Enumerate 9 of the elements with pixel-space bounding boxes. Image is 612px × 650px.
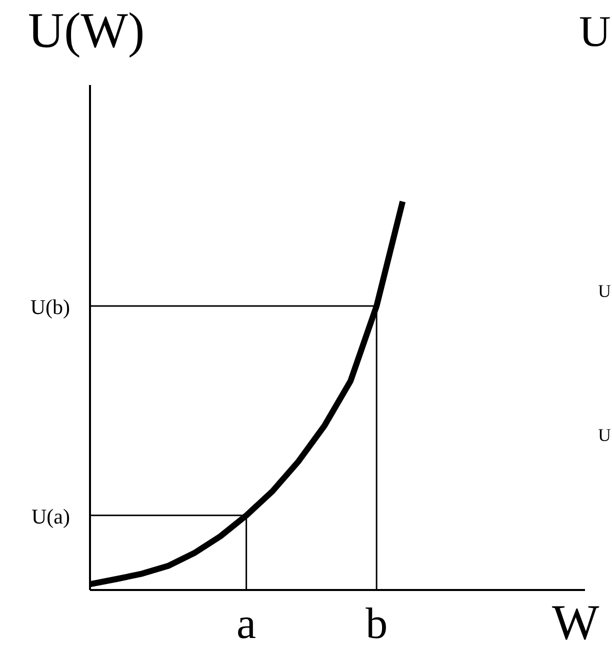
x-tick-label: b [366,599,388,648]
text: U(a) [32,504,70,528]
text: U [579,6,611,58]
text: U [598,425,611,447]
x-axis-title: W [552,594,600,650]
y-axis-title: U(W) [28,1,145,60]
x-tick-label: a [236,599,256,648]
text: U(b) [30,295,70,320]
text: U [598,281,611,303]
